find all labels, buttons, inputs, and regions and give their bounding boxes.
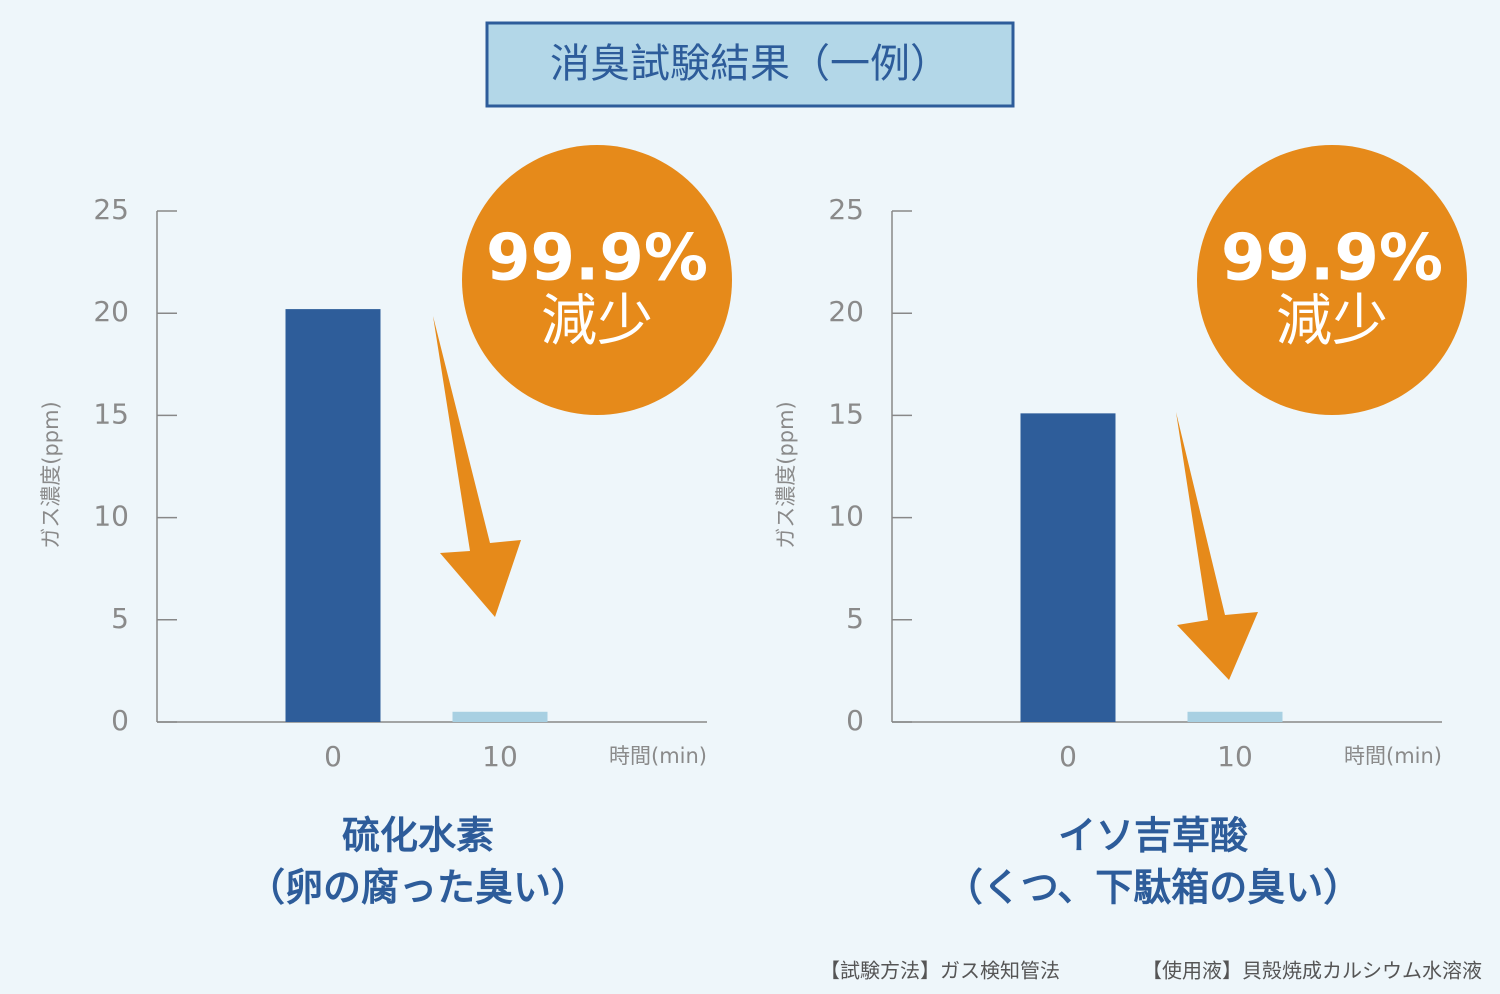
footnote: 【使用液】貝殻焼成カルシウム水溶液 bbox=[1142, 959, 1482, 983]
y-tick-label: 15 bbox=[93, 397, 129, 430]
badge bbox=[462, 145, 732, 415]
y-tick-label: 5 bbox=[846, 602, 864, 635]
title-box bbox=[485, 21, 1015, 108]
chart-title: イソ吉草酸 bbox=[1058, 814, 1249, 858]
badge-value: 99.9% bbox=[1221, 222, 1443, 296]
badge-value: 99.9% bbox=[486, 222, 708, 296]
x-tick-label: 10 bbox=[482, 740, 518, 773]
y-tick-label: 5 bbox=[111, 602, 129, 635]
badge-label: 減少 bbox=[1276, 289, 1388, 354]
chart-title: 硫化水素 bbox=[342, 814, 494, 858]
y-tick-label: 10 bbox=[828, 500, 864, 533]
y-tick-label: 15 bbox=[828, 397, 864, 430]
badge-label: 減少 bbox=[541, 289, 653, 354]
y-tick-label: 10 bbox=[93, 500, 129, 533]
y-tick-label: 25 bbox=[93, 193, 129, 226]
x-tick-label: 0 bbox=[324, 740, 342, 773]
bar bbox=[1020, 413, 1116, 722]
y-axis-label: ガス濃度(ppm) bbox=[774, 401, 798, 549]
y-tick-label: 0 bbox=[846, 704, 864, 737]
arrow bbox=[1176, 412, 1258, 680]
footnote: 【試験方法】ガス検知管法 bbox=[820, 959, 1060, 983]
arrow bbox=[433, 316, 521, 617]
x-axis-label: 時間(min) bbox=[609, 744, 707, 768]
chart-subtitle: （くつ、下駄箱の臭い） bbox=[945, 866, 1361, 910]
bar bbox=[285, 309, 381, 722]
page-title: 消臭試験結果（一例） bbox=[550, 41, 950, 87]
y-tick-label: 25 bbox=[828, 193, 864, 226]
bar bbox=[452, 711, 548, 722]
x-tick-label: 0 bbox=[1059, 740, 1077, 773]
y-tick-label: 0 bbox=[111, 704, 129, 737]
chart-subtitle: （卵の腐った臭い） bbox=[247, 866, 589, 910]
y-tick-label: 20 bbox=[828, 295, 864, 328]
x-axis-label: 時間(min) bbox=[1344, 744, 1442, 768]
bar bbox=[1187, 711, 1283, 722]
badge bbox=[1197, 145, 1467, 415]
y-tick-label: 20 bbox=[93, 295, 129, 328]
y-axis-label: ガス濃度(ppm) bbox=[39, 401, 63, 549]
x-tick-label: 10 bbox=[1217, 740, 1253, 773]
